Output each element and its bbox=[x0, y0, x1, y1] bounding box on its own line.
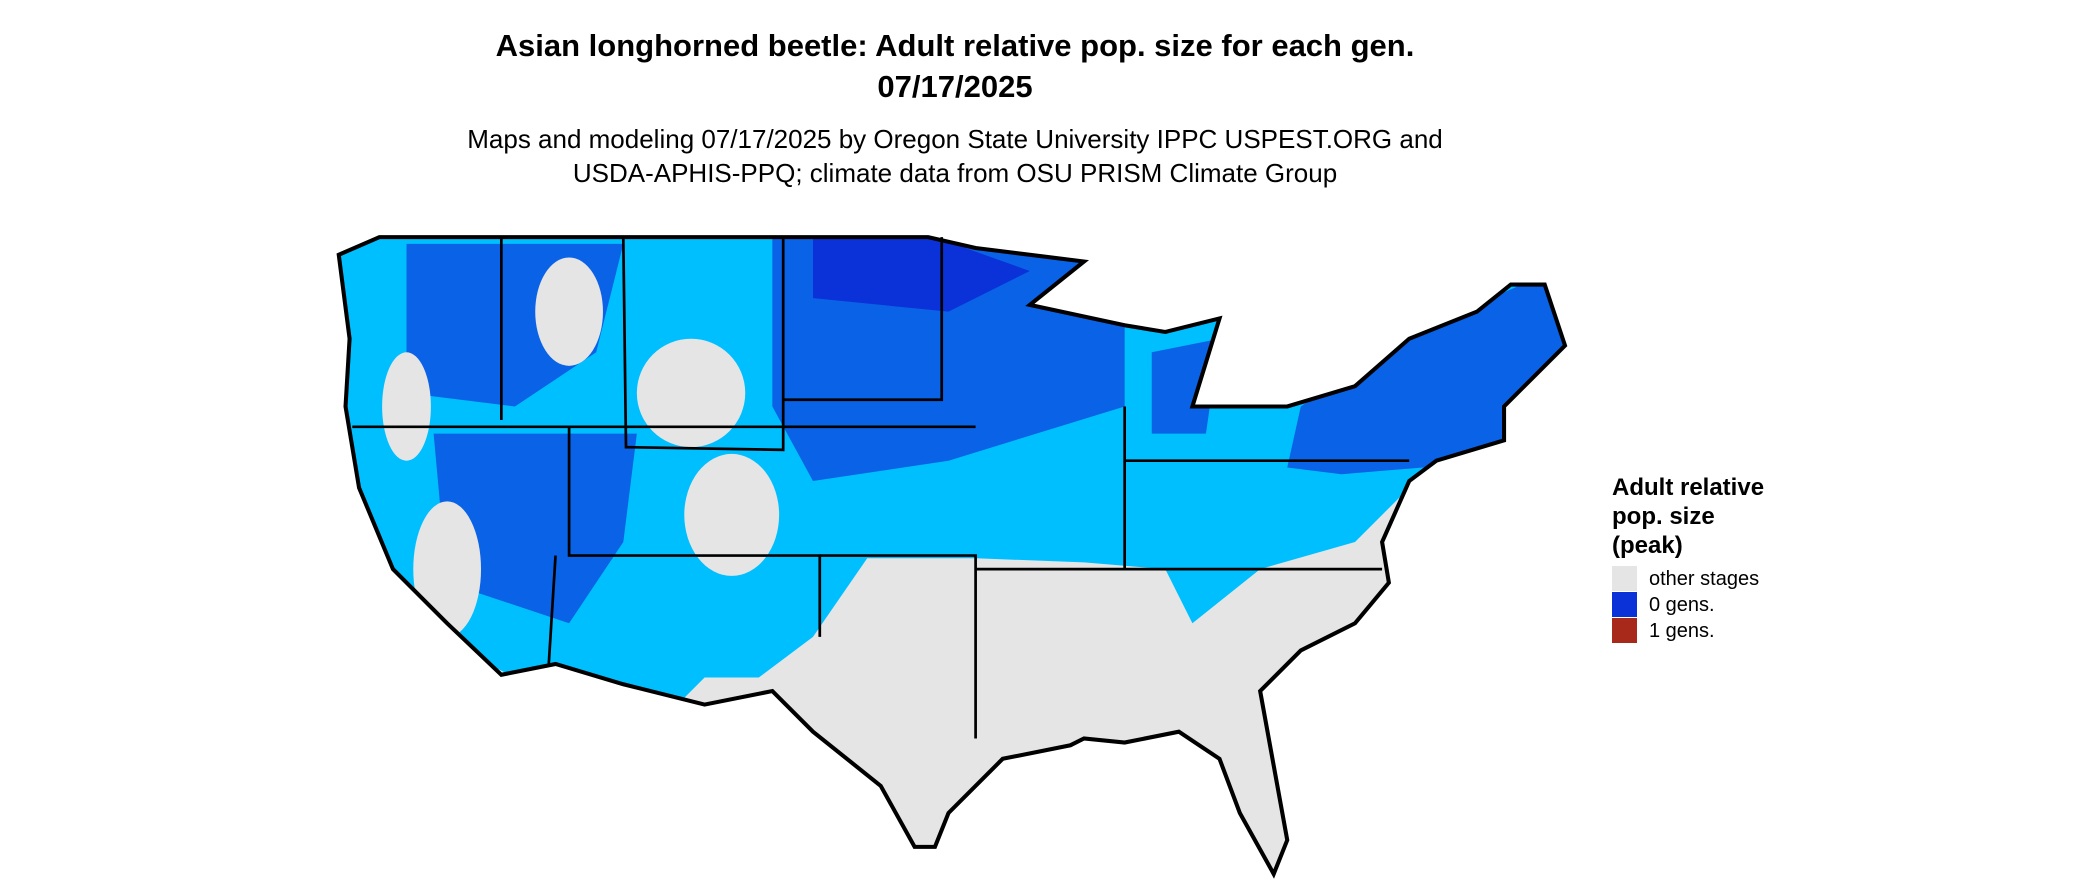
legend-title: pop. size bbox=[1612, 503, 1715, 530]
legend-swatch bbox=[1612, 592, 1637, 617]
legend-title: (peak) bbox=[1612, 532, 1683, 559]
legend-title: Adult relative bbox=[1612, 474, 1764, 501]
legend-label: 0 gens. bbox=[1649, 594, 1715, 616]
subtitle: USDA-APHIS-PPQ; climate data from OSU PR… bbox=[573, 158, 1337, 188]
us-map bbox=[336, 235, 1568, 879]
title: 07/17/2025 bbox=[877, 69, 1032, 104]
legend-label: 1 gens. bbox=[1649, 620, 1715, 642]
legend-swatch bbox=[1612, 618, 1637, 643]
subtitle: Maps and modeling 07/17/2025 by Oregon S… bbox=[467, 124, 1443, 154]
title: Asian longhorned beetle: Adult relative … bbox=[496, 28, 1415, 63]
legend-label: other stages bbox=[1649, 568, 1759, 590]
legend-swatch bbox=[1612, 566, 1637, 591]
